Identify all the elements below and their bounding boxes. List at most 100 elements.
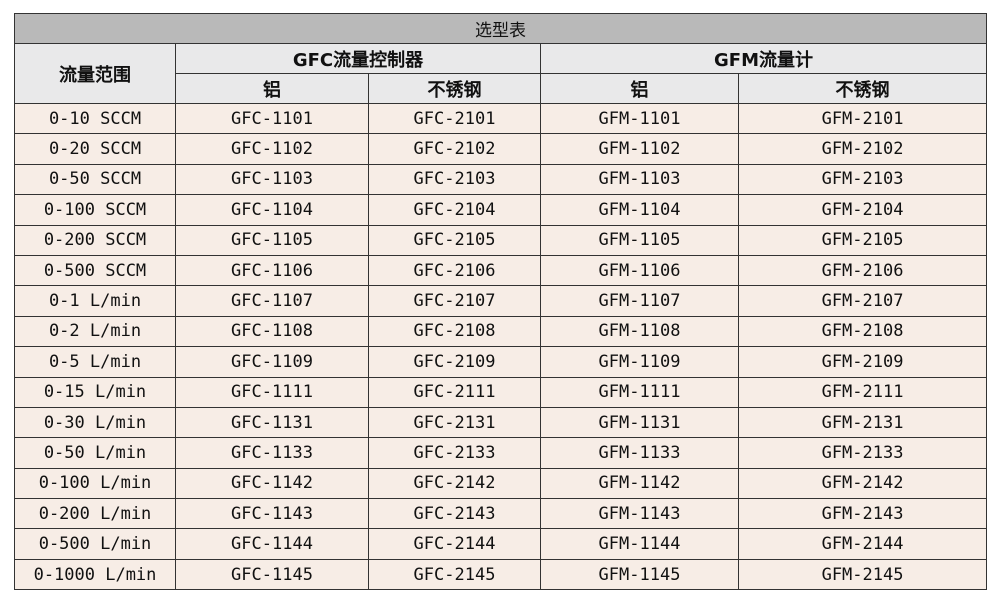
cell-gfm-stainless: GFM-2104: [737, 194, 988, 226]
cell-flow-range: 0-1 L/min: [14, 285, 176, 317]
table-row: 0-1000 L/min GFC-1145 GFC-2145 GFM-1145 GFM-…: [14, 558, 988, 591]
header-gfm: GFM流量计: [539, 43, 988, 74]
cell-gfm-aluminum: GFM-1144: [540, 528, 739, 560]
cell-gfc-stainless: GFC-2142: [368, 467, 541, 500]
cell-gfc-aluminum: GFC-1102: [175, 133, 369, 165]
cell-gfc-aluminum: GFC-1109: [175, 346, 369, 378]
cell-flow-range: 0-2 L/min: [14, 315, 176, 348]
cell-gfm-stainless: GFM-2106: [737, 254, 988, 287]
cell-gfc-aluminum: GFC-1145: [175, 558, 369, 591]
cell-gfc-stainless: GFC-2143: [368, 498, 541, 530]
cell-flow-range: 0-500 SCCM: [14, 254, 176, 287]
cell-gfc-stainless: GFC-2105: [368, 224, 541, 256]
cell-gfm-stainless: GFM-2109: [737, 346, 988, 378]
cell-gfc-aluminum: GFC-1142: [175, 467, 369, 500]
cell-gfc-stainless: GFC-2107: [368, 285, 541, 317]
cell-gfm-stainless: GFM-2101: [737, 102, 988, 135]
header-gfm-aluminum: 铝: [540, 73, 739, 104]
cell-gfm-aluminum: GFM-1104: [540, 194, 739, 226]
table-row: 0-50 SCCM GFC-1103 GFC-2103 GFM-1103 GFM-210…: [14, 163, 988, 196]
table-row: 0-50 L/min GFC-1133 GFC-2133 GFM-1133 GFM-21…: [14, 437, 988, 469]
table-row: 0-100 SCCM GFC-1104 GFC-2104 GFM-1104 GFM-21…: [14, 194, 988, 226]
cell-flow-range: 0-100 L/min: [14, 467, 176, 500]
cell-flow-range: 0-15 L/min: [14, 376, 176, 408]
table-row: 0-15 L/min GFC-1111 GFC-2111 GFM-1111 GFM-21…: [14, 376, 988, 408]
cell-gfc-aluminum: GFC-1104: [175, 194, 369, 226]
cell-gfm-stainless: GFM-2144: [737, 528, 988, 560]
table-row: 0-5 L/min GFC-1109 GFC-2109 GFM-1109 GFM-210…: [14, 346, 988, 378]
cell-gfm-aluminum: GFM-1111: [540, 376, 739, 408]
table-row: 0-200 SCCM GFC-1105 GFC-2105 GFM-1105 GFM-21…: [14, 224, 988, 256]
table-row: 0-100 L/min GFC-1142 GFC-2142 GFM-1142 GFM-2…: [14, 467, 988, 500]
header-gfc: GFC流量控制器: [175, 43, 541, 74]
cell-gfc-stainless: GFC-2111: [368, 376, 541, 408]
table-title: 选型表: [13, 13, 988, 44]
cell-gfc-stainless: GFC-2108: [368, 315, 541, 348]
header-gfc-stainless: 不锈钢: [368, 73, 541, 104]
cell-gfc-aluminum: GFC-1111: [175, 376, 369, 408]
cell-flow-range: 0-50 SCCM: [14, 163, 176, 196]
cell-flow-range: 0-5 L/min: [14, 346, 176, 378]
cell-gfc-stainless: GFC-2109: [368, 346, 541, 378]
cell-gfc-stainless: GFC-2131: [368, 406, 541, 439]
cell-gfm-stainless: GFM-2143: [737, 498, 988, 530]
table-row: 0-10 SCCM GFC-1101 GFC-2101 GFM-1101 GFM-210…: [14, 102, 988, 135]
cell-gfc-aluminum: GFC-1107: [175, 285, 369, 317]
cell-gfc-aluminum: GFC-1108: [175, 315, 369, 348]
cell-gfc-aluminum: GFC-1105: [175, 224, 369, 256]
cell-flow-range: 0-20 SCCM: [14, 133, 176, 165]
cell-gfm-stainless: GFM-2145: [737, 558, 988, 591]
cell-gfc-stainless: GFC-2103: [368, 163, 541, 196]
cell-gfm-aluminum: GFM-1103: [540, 163, 739, 196]
selection-table: 选型表 流量范围 GFC流量控制器 GFM流量计 铝 不锈钢 铝 不锈钢 0-1…: [13, 13, 988, 591]
cell-gfm-stainless: GFM-2111: [737, 376, 988, 408]
header-gfc-aluminum: 铝: [175, 73, 369, 104]
cell-flow-range: 0-1000 L/min: [14, 558, 176, 591]
header-gfm-stainless: 不锈钢: [737, 73, 988, 104]
cell-gfm-aluminum: GFM-1133: [540, 437, 739, 469]
cell-gfm-stainless: GFM-2105: [737, 224, 988, 256]
cell-gfc-stainless: GFC-2104: [368, 194, 541, 226]
cell-gfm-aluminum: GFM-1145: [540, 558, 739, 591]
cell-gfm-stainless: GFM-2108: [737, 315, 988, 348]
cell-gfc-stainless: GFC-2106: [368, 254, 541, 287]
cell-gfm-aluminum: GFM-1101: [540, 102, 739, 135]
cell-gfm-aluminum: GFM-1109: [540, 346, 739, 378]
table-row: 0-30 L/min GFC-1131 GFC-2131 GFM-1131 GFM-21…: [14, 406, 988, 439]
cell-gfm-stainless: GFM-2131: [737, 406, 988, 439]
cell-gfc-stainless: GFC-2145: [368, 558, 541, 591]
cell-gfm-aluminum: GFM-1143: [540, 498, 739, 530]
cell-gfc-stainless: GFC-2133: [368, 437, 541, 469]
cell-gfc-stainless: GFC-2144: [368, 528, 541, 560]
cell-gfc-aluminum: GFC-1131: [175, 406, 369, 439]
cell-gfm-stainless: GFM-2103: [737, 163, 988, 196]
cell-flow-range: 0-200 SCCM: [14, 224, 176, 256]
table-row: 0-2 L/min GFC-1108 GFC-2108 GFM-1108 GFM-210…: [14, 315, 988, 348]
cell-gfm-aluminum: GFM-1142: [540, 467, 739, 500]
cell-gfm-aluminum: GFM-1105: [540, 224, 739, 256]
table-row: 0-500 L/min GFC-1144 GFC-2144 GFM-1144 GFM-2…: [14, 528, 988, 560]
table-row: 0-500 SCCM GFC-1106 GFC-2106 GFM-1106 GFM-21…: [14, 254, 988, 287]
cell-gfc-aluminum: GFC-1101: [175, 102, 369, 135]
cell-gfm-aluminum: GFM-1108: [540, 315, 739, 348]
cell-gfc-aluminum: GFC-1106: [175, 254, 369, 287]
cell-gfc-aluminum: GFC-1144: [175, 528, 369, 560]
cell-gfm-aluminum: GFM-1107: [540, 285, 739, 317]
cell-gfc-aluminum: GFC-1143: [175, 498, 369, 530]
cell-gfc-stainless: GFC-2102: [368, 133, 541, 165]
cell-flow-range: 0-50 L/min: [14, 437, 176, 469]
cell-gfm-stainless: GFM-2102: [737, 133, 988, 165]
cell-flow-range: 0-200 L/min: [14, 498, 176, 530]
cell-flow-range: 0-100 SCCM: [14, 194, 176, 226]
table-row: 0-20 SCCM GFC-1102 GFC-2102 GFM-1102 GFM-210…: [14, 133, 988, 165]
cell-flow-range: 0-10 SCCM: [14, 102, 176, 135]
cell-gfm-stainless: GFM-2142: [737, 467, 988, 500]
cell-gfm-stainless: GFM-2107: [737, 285, 988, 317]
cell-gfm-aluminum: GFM-1106: [540, 254, 739, 287]
header-flow-range: 流量范围: [14, 43, 176, 104]
cell-gfc-aluminum: GFC-1133: [175, 437, 369, 469]
cell-gfc-stainless: GFC-2101: [368, 102, 541, 135]
cell-gfm-stainless: GFM-2133: [737, 437, 988, 469]
cell-flow-range: 0-500 L/min: [14, 528, 176, 560]
cell-gfm-aluminum: GFM-1102: [540, 133, 739, 165]
